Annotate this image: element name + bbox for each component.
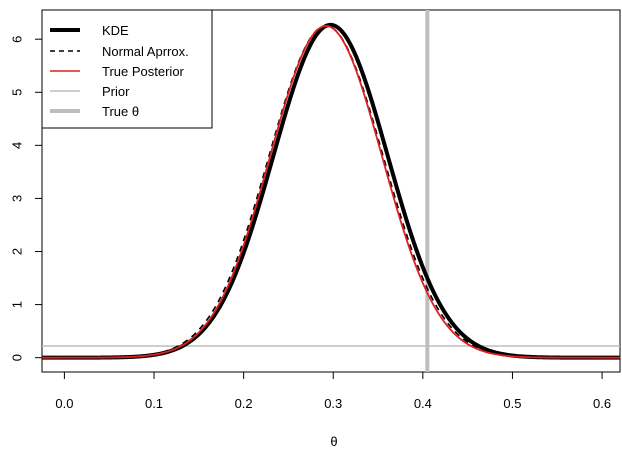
- x-tick-label: 0.1: [145, 396, 163, 411]
- legend-label-kde: KDE: [102, 23, 129, 38]
- plot-frame: [41, 9, 621, 373]
- y-axis: 0 1 2 3 4 5 6: [10, 36, 42, 361]
- legend-label-true-posterior: True Posterior: [102, 64, 185, 79]
- y-tick-label: 4: [10, 142, 25, 149]
- x-axis-label: θ: [330, 434, 337, 449]
- series-layer: [42, 10, 620, 372]
- legend-label-normal-approx: Normal Aprrox.: [102, 44, 189, 59]
- y-tick-label: 6: [10, 36, 25, 43]
- x-tick-label: 0.6: [593, 396, 611, 411]
- series-line-true-posterior: [42, 25, 620, 359]
- x-tick-label: 0.5: [503, 396, 521, 411]
- y-tick-label: 2: [10, 248, 25, 255]
- y-tick-label: 5: [10, 89, 25, 96]
- y-tick-label: 0: [10, 354, 25, 361]
- x-axis: 0.0 0.1 0.2 0.3 0.4 0.5 0.6: [55, 372, 611, 411]
- x-tick-label: 0.3: [324, 396, 342, 411]
- legend: KDE Normal Aprrox. True Posterior Prior …: [41, 9, 213, 129]
- legend-label-true-theta: True θ: [102, 104, 139, 119]
- x-tick-label: 0.0: [55, 396, 73, 411]
- y-tick-label: 3: [10, 195, 25, 202]
- x-tick-label: 0.2: [235, 396, 253, 411]
- x-tick-label: 0.4: [414, 396, 432, 411]
- y-tick-label: 1: [10, 301, 25, 308]
- legend-label-prior: Prior: [102, 84, 130, 99]
